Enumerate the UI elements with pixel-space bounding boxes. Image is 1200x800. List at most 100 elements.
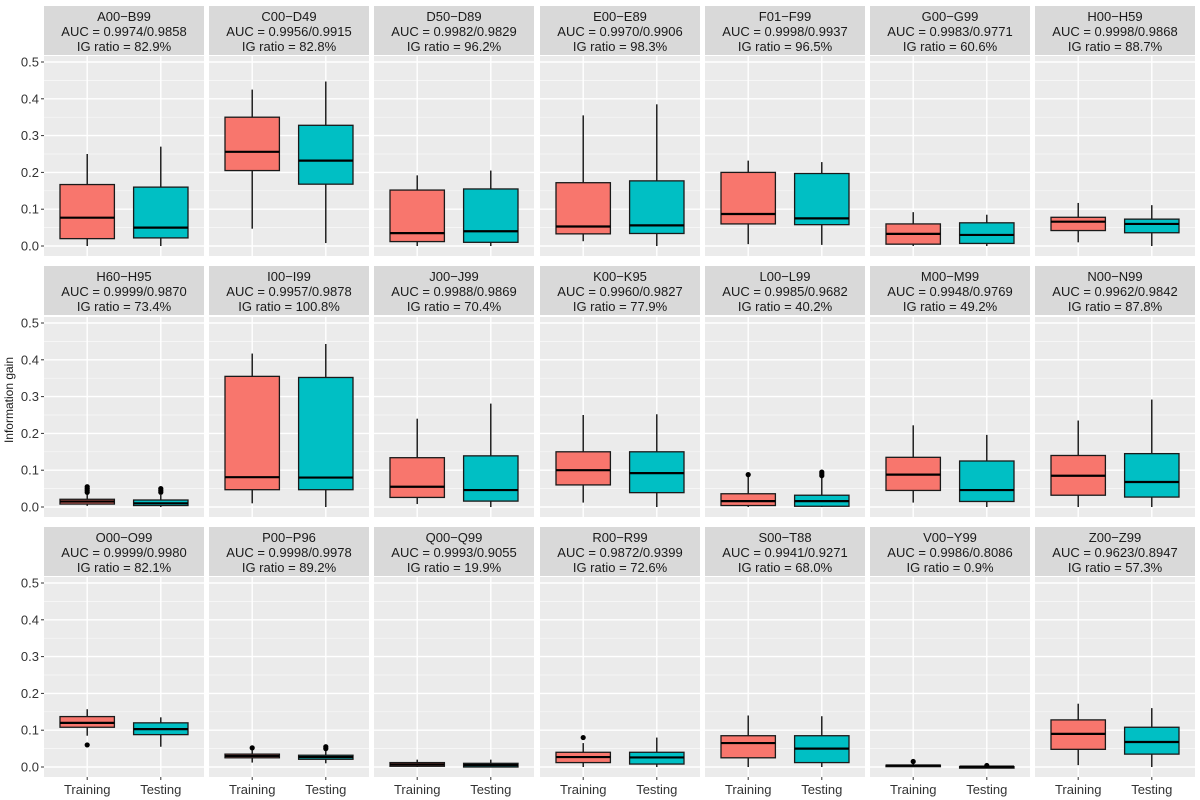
facet-strip: [209, 527, 369, 576]
facet-strip: [1035, 6, 1195, 55]
y-tick-label: 0.3: [21, 389, 39, 404]
facet-strip-ig: IG ratio = 82.8%: [242, 39, 337, 54]
facet-strip-ig: IG ratio = 40.2%: [738, 299, 833, 314]
facet-strip-name: A00−B99: [97, 9, 151, 24]
box-training: [59, 484, 116, 506]
facet-strip-auc: AUC = 0.9962/0.9842: [1052, 284, 1177, 299]
facet-strip-ig: IG ratio = 60.6%: [903, 39, 998, 54]
facet-strip-auc: AUC = 0.9974/0.9858: [61, 24, 186, 39]
box-iqr: [224, 116, 281, 172]
box-testing: [297, 81, 354, 244]
facet-strip-auc: AUC = 0.9941/0.9271: [722, 545, 847, 560]
box-iqr: [555, 451, 612, 486]
box-testing: [132, 486, 189, 507]
y-tick-label: 0.1: [21, 723, 39, 738]
box-iqr: [1050, 216, 1107, 232]
y-tick-label: 0.3: [21, 649, 39, 664]
x-tick-label: Training: [725, 782, 771, 797]
box-testing: [628, 737, 685, 767]
facet-strip-name: K00−K95: [593, 269, 647, 284]
panel-background: [44, 317, 204, 517]
box-training: [885, 758, 942, 768]
y-axes: 0.0 0.1 0.2 0.3 0.4 0.5 0.0 0.1 0.2 0.3 0.4 0.5 0.0 0…: [21, 55, 44, 775]
box-testing: [958, 762, 1015, 769]
box-testing: [297, 343, 354, 507]
box-iqr: [555, 182, 612, 235]
box-testing: [1123, 399, 1180, 507]
box-iqr: [297, 376, 354, 491]
facet-strip-name: V00−Y99: [923, 530, 977, 545]
facet-strip: [1035, 266, 1195, 315]
x-tick-label: Testing: [966, 782, 1007, 797]
box-iqr: [297, 124, 354, 185]
box-testing: [462, 403, 519, 507]
box-iqr: [1123, 726, 1180, 755]
facet-strip-auc: AUC = 0.9999/0.9870: [61, 284, 186, 299]
facet-strip: [705, 6, 865, 55]
facet-strip: [540, 266, 700, 315]
facet-strip: [870, 266, 1030, 315]
panel-background: [705, 56, 865, 256]
facet-strip-auc: AUC = 0.9957/0.9878: [226, 284, 351, 299]
box-training: [389, 759, 446, 767]
box-iqr: [720, 171, 777, 225]
box-iqr: [132, 186, 189, 239]
box-training: [720, 160, 777, 245]
panel-background: [870, 577, 1030, 777]
facet-strip-name: I00−I99: [267, 269, 311, 284]
box-iqr: [1123, 218, 1180, 234]
box-testing: [462, 170, 519, 246]
facet-strip-name: Z00−Z99: [1089, 530, 1141, 545]
box-testing: [793, 716, 850, 767]
box-training: [389, 418, 446, 505]
x-tick-label: Training: [394, 782, 440, 797]
box-testing: [628, 414, 685, 507]
facet-strip-auc: AUC = 0.9999/0.9980: [61, 545, 186, 560]
x-tick-label: Testing: [140, 782, 181, 797]
facet-strip: [870, 6, 1030, 55]
box-training: [59, 154, 116, 246]
x-tick-label: Training: [560, 782, 606, 797]
x-tick-label: Training: [229, 782, 275, 797]
x-tick-label: Testing: [470, 782, 511, 797]
facet-strip: [44, 266, 204, 315]
box-iqr: [389, 457, 446, 499]
y-tick-label: 0.0: [21, 239, 39, 254]
facet-strip-name: M00−M99: [921, 269, 979, 284]
facet-strip-ig: IG ratio = 82.1%: [77, 560, 172, 575]
facet-strip-name: C00−D49: [261, 9, 316, 24]
box-training: [389, 175, 446, 246]
box-training: [224, 745, 281, 763]
facet-strip-auc: AUC = 0.9960/0.9827: [557, 284, 682, 299]
outlier-point: [745, 472, 751, 478]
box-training: [885, 212, 942, 246]
facet-strip: [374, 527, 534, 576]
y-tick-label: 0.1: [21, 202, 39, 217]
x-tick-label: Testing: [305, 782, 346, 797]
outlier-point: [323, 744, 329, 750]
facet-strip-ig: IG ratio = 72.6%: [573, 560, 668, 575]
facet-strip-ig: IG ratio = 68.0%: [738, 560, 833, 575]
panel-background: [209, 577, 369, 777]
facet-strip-auc: AUC = 0.9993/0.9055: [391, 545, 516, 560]
box-training: [720, 715, 777, 767]
box-training: [555, 115, 612, 242]
y-tick-label: 0.5: [21, 316, 39, 331]
x-tick-label: Testing: [636, 782, 677, 797]
box-testing: [132, 717, 189, 747]
box-testing: [958, 214, 1015, 246]
panel-background: [374, 577, 534, 777]
box-testing: [1123, 708, 1180, 767]
